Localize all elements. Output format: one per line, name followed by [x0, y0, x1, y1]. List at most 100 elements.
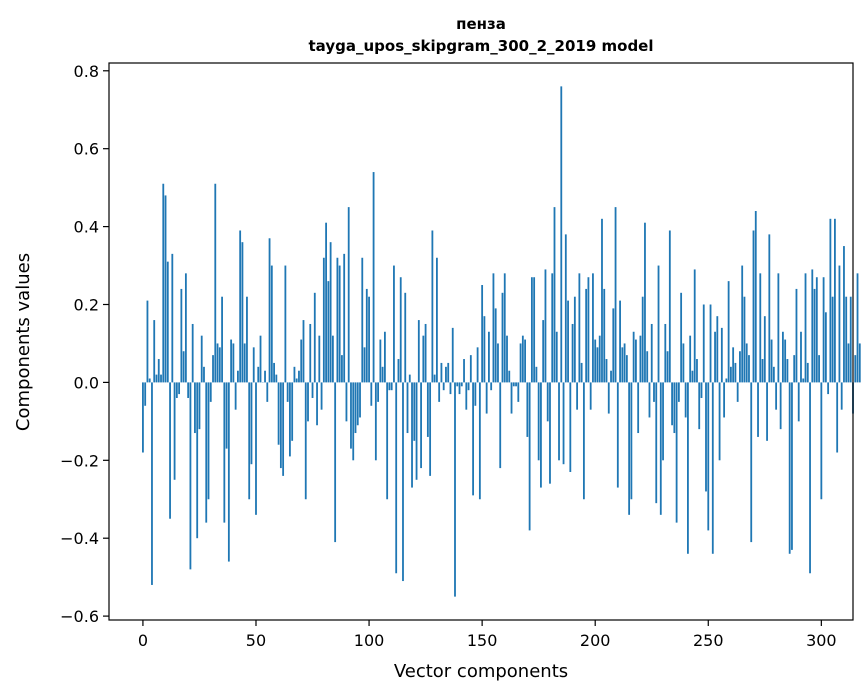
bar — [311, 382, 314, 398]
bar — [445, 366, 447, 383]
bar — [637, 382, 640, 434]
bar — [791, 382, 793, 550]
bar — [813, 288, 816, 383]
bar — [768, 234, 771, 383]
chart-subtitle: tayga_upos_skipgram_300_2_2019 model — [309, 37, 654, 55]
bar — [474, 382, 477, 406]
bar — [175, 382, 178, 398]
bar — [533, 277, 536, 383]
bar — [625, 355, 628, 383]
bar — [144, 382, 147, 406]
bar — [540, 382, 542, 488]
bar — [203, 366, 205, 383]
bar — [806, 362, 809, 383]
x-tick-label: 100 — [354, 631, 385, 650]
bar — [164, 195, 167, 383]
bar — [843, 246, 845, 383]
bar — [243, 343, 246, 383]
bar — [858, 343, 861, 383]
bar — [246, 296, 248, 383]
bar — [822, 277, 825, 383]
bar — [327, 281, 330, 383]
bar — [569, 382, 572, 472]
bar — [666, 351, 669, 383]
bar — [526, 382, 529, 437]
bar — [481, 285, 484, 383]
bar — [696, 359, 698, 383]
bar — [205, 382, 208, 523]
bar — [761, 359, 764, 383]
bar — [687, 382, 689, 554]
bar — [580, 362, 583, 383]
bar — [684, 382, 687, 418]
bar — [223, 382, 226, 523]
bar — [784, 339, 787, 383]
bar — [612, 308, 615, 383]
x-tick-label: 150 — [467, 631, 498, 650]
bar — [743, 296, 746, 383]
bar — [668, 230, 671, 383]
bar — [151, 382, 153, 585]
bar — [811, 269, 814, 383]
x-tick-label: 300 — [806, 631, 837, 650]
bar — [582, 382, 585, 500]
bar — [655, 382, 658, 504]
bar — [381, 366, 384, 383]
bar — [693, 269, 696, 383]
bar — [248, 382, 251, 500]
bar — [546, 382, 549, 422]
bar — [759, 273, 762, 383]
bar — [578, 273, 581, 383]
bar — [293, 366, 296, 383]
bar — [300, 339, 303, 383]
bar — [406, 382, 409, 434]
bar — [221, 296, 223, 383]
bar — [209, 382, 212, 402]
bar — [840, 382, 843, 410]
bar — [166, 261, 169, 383]
bar — [320, 382, 323, 410]
bar — [750, 382, 753, 543]
bar — [521, 335, 524, 383]
bar — [594, 339, 597, 383]
bar — [255, 382, 257, 515]
bar — [544, 269, 547, 383]
bar — [426, 382, 429, 437]
bar — [408, 374, 411, 383]
bar — [456, 382, 459, 387]
bar — [153, 320, 156, 383]
bar — [836, 382, 839, 453]
bar — [723, 382, 726, 418]
y-tick-label: −0.6 — [60, 607, 99, 626]
bar — [849, 296, 852, 383]
bar — [506, 335, 508, 383]
bar — [442, 382, 445, 391]
bar — [630, 382, 633, 500]
bar — [386, 382, 389, 500]
bar — [551, 273, 554, 383]
bar — [460, 382, 463, 387]
bar — [662, 382, 664, 461]
bar — [148, 378, 151, 383]
bar — [469, 355, 472, 383]
bar — [827, 382, 830, 395]
bar — [431, 230, 434, 383]
bar — [393, 265, 395, 383]
bar — [273, 362, 275, 383]
bar — [757, 382, 759, 437]
bar — [797, 382, 800, 422]
bar — [476, 347, 479, 383]
bar — [284, 265, 287, 383]
bar — [336, 257, 339, 383]
bar — [212, 355, 214, 383]
bar — [503, 273, 506, 383]
bar — [677, 382, 680, 402]
bar — [734, 362, 737, 383]
bar — [379, 339, 382, 383]
bar — [619, 300, 621, 383]
bar — [847, 343, 850, 383]
bar — [433, 374, 436, 383]
bar — [268, 238, 271, 383]
bar — [754, 211, 757, 383]
bar — [187, 382, 190, 398]
